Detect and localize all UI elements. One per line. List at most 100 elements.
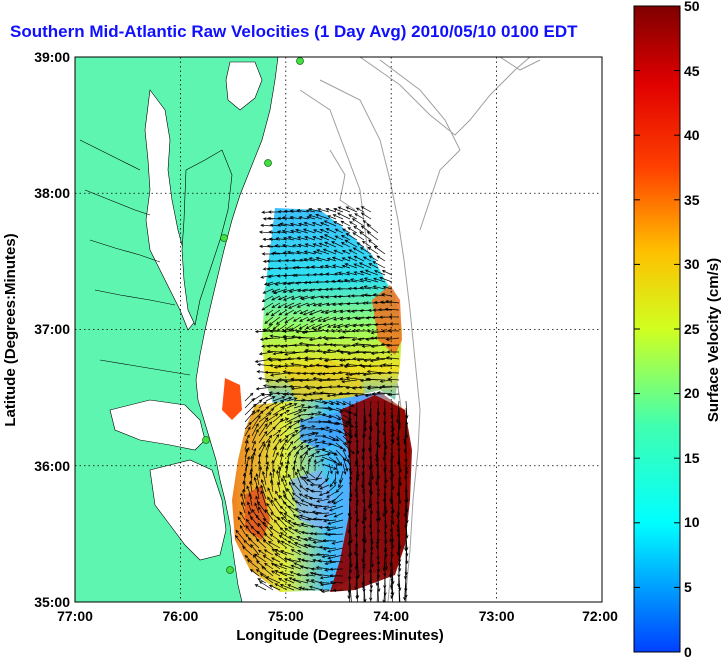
radar-stations [202, 57, 304, 574]
velocity-arrow [371, 392, 386, 396]
velocity-arrow [289, 571, 302, 577]
velocity-arrow [262, 518, 274, 528]
velocity-arrow [405, 589, 407, 602]
velocity-arrow [316, 249, 330, 255]
velocity-arrow [262, 554, 274, 563]
velocity-arrow [339, 309, 351, 314]
velocity-arrow [324, 309, 337, 314]
velocity-arrow [387, 371, 400, 375]
velocity-arrow [307, 458, 311, 472]
velocity-arrow [372, 261, 386, 269]
velocity-arrow [348, 221, 358, 227]
velocity-arrow [255, 473, 260, 486]
velocity-arrow [352, 247, 365, 255]
velocity-arrow [351, 218, 365, 227]
velocity-arrow [336, 287, 351, 291]
velocity-arrow [272, 429, 282, 437]
velocity-arrow [293, 343, 309, 347]
velocity-arrow [251, 508, 260, 521]
velocity-arrow [286, 397, 298, 402]
velocity-arrow [335, 428, 348, 436]
velocity-arrow [245, 518, 253, 528]
velocity-arrow [310, 567, 323, 571]
velocity-arrow [257, 578, 267, 584]
velocity-arrow [270, 309, 281, 317]
velocity-arrow [267, 274, 281, 279]
velocity-arrow [326, 526, 344, 532]
velocity-arrow [304, 385, 316, 389]
velocity-arrow [257, 522, 267, 535]
velocity-arrow [353, 225, 365, 234]
velocity-arrow [319, 588, 330, 592]
velocity-arrow [286, 409, 303, 416]
velocity-arrow [345, 391, 365, 395]
velocity-arrow [384, 307, 400, 311]
velocity-arrow [315, 552, 330, 557]
velocity-arrow [267, 216, 281, 221]
velocity-arrow [362, 351, 379, 355]
velocity-arrow [368, 263, 379, 269]
velocity-arrow [322, 505, 337, 510]
velocity-arrow [384, 299, 400, 304]
velocity-arrow [335, 435, 348, 445]
velocity-arrow [312, 558, 323, 563]
velocity-arrow [253, 553, 267, 563]
velocity-arrow [318, 525, 330, 530]
velocity-arrow [288, 288, 302, 293]
velocity-arrow [331, 540, 344, 545]
velocity-arrow [259, 581, 274, 591]
velocity-arrow [317, 559, 330, 563]
velocity-arrow [244, 446, 250, 458]
velocity-arrow [308, 207, 323, 213]
velocity-arrow [359, 278, 372, 283]
velocity-arrow [242, 480, 246, 493]
velocity-arrow [276, 469, 281, 486]
velocity-arrow [282, 370, 295, 374]
velocity-arrow [258, 441, 265, 451]
velocity-arrow [308, 214, 323, 220]
velocity-arrow [366, 377, 386, 381]
velocity-arrow [349, 589, 351, 602]
grid-lines [75, 57, 602, 602]
velocity-arrow [263, 336, 281, 340]
velocity-arrow [271, 557, 281, 563]
velocity-arrow [314, 440, 327, 444]
velocity-arrow [269, 526, 281, 535]
velocity-arrow [345, 233, 358, 241]
velocity-arrow [359, 323, 372, 328]
velocity-arrow [275, 237, 288, 241]
velocity-arrow [308, 496, 323, 500]
velocity-arrow [305, 378, 323, 382]
velocity-arrow [373, 277, 386, 283]
velocity-arrow [316, 349, 330, 353]
velocity-arrow [322, 336, 337, 340]
velocity-arrow [243, 539, 253, 549]
x-tick-label: 76:00 [162, 608, 198, 624]
velocity-arrow [269, 334, 288, 339]
pamlico-sound [149, 459, 227, 561]
velocity-arrow [265, 465, 269, 479]
velocity-arrow [298, 493, 309, 500]
velocity-arrow [300, 558, 316, 563]
velocity-arrow [251, 440, 256, 451]
velocity-arrow [353, 271, 365, 276]
velocity-arrow [244, 410, 256, 423]
velocity-arrow [328, 449, 338, 456]
velocity-arrow [260, 478, 267, 493]
velocity-arrow [314, 452, 332, 458]
velocity-arrow [352, 357, 365, 361]
velocity-arrow [274, 583, 288, 591]
velocity-arrow [382, 285, 393, 290]
velocity-arrow [302, 371, 316, 376]
velocity-arrow [370, 456, 375, 481]
velocity-arrow [255, 538, 267, 549]
colorbar-tick-label: 25 [684, 321, 700, 337]
velocity-arrow [338, 477, 344, 489]
velocity-arrow [336, 329, 351, 333]
velocity-arrow [260, 274, 274, 279]
velocity-arrow [340, 234, 351, 241]
velocity-arrow [318, 491, 330, 497]
velocity-arrow [257, 549, 267, 556]
velocity-arrow [288, 481, 295, 493]
velocity-arrow [265, 434, 273, 444]
